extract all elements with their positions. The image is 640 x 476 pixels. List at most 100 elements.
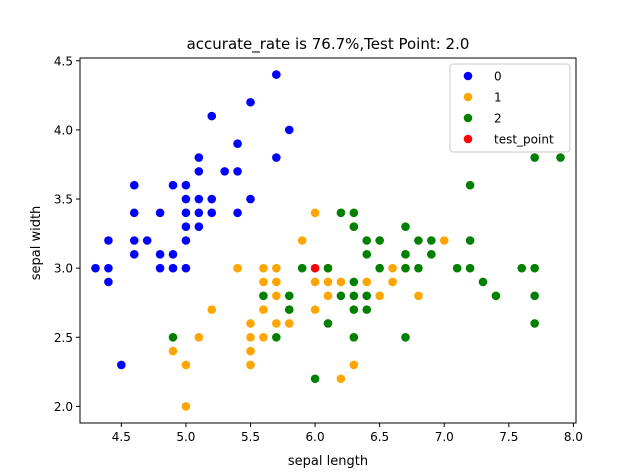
y-tick-label-5: 4.5 (54, 54, 73, 68)
data-point-series-0-5 (129, 250, 139, 259)
y-tick-label-2: 3.0 (54, 262, 73, 276)
y-tick-label-1: 2.5 (54, 331, 73, 345)
data-point-series-1-11 (259, 305, 268, 314)
data-point-series-2-20 (362, 236, 372, 245)
data-point-series-2-40 (530, 263, 539, 273)
data-point-series-1-28 (336, 277, 346, 287)
data-point-series-1-4 (207, 305, 217, 314)
data-point-series-0-29 (207, 111, 217, 121)
legend-label-2: 2 (494, 112, 502, 126)
legend-marker-3 (463, 134, 473, 144)
data-point-series-2-39 (530, 291, 539, 301)
data-point-series-2-9 (336, 291, 346, 301)
data-point-series-2-38 (530, 319, 539, 328)
data-point-series-2-29 (427, 250, 436, 259)
data-point-series-3-0 (310, 263, 320, 273)
data-point-series-1-23 (310, 208, 320, 218)
data-point-series-2-37 (517, 263, 527, 273)
y-axis-label: sepal width (29, 206, 44, 281)
data-point-series-2-16 (349, 208, 359, 218)
data-point-series-1-15 (272, 291, 281, 301)
data-point-series-1-29 (349, 360, 359, 370)
plot-area (79, 57, 577, 424)
data-point-series-2-32 (465, 263, 475, 273)
data-point-series-2-41 (530, 153, 539, 162)
data-point-series-0-0 (91, 263, 100, 273)
data-point-series-2-30 (427, 236, 436, 245)
data-point-series-2-11 (349, 332, 359, 342)
data-point-series-1-18 (284, 319, 294, 328)
data-point-series-2-27 (414, 263, 423, 273)
data-point-series-2-24 (401, 263, 410, 273)
x-tick-label-5: 7.0 (435, 430, 454, 444)
data-point-series-2-12 (349, 305, 359, 314)
y-tick-label-4: 4.0 (54, 123, 73, 137)
data-point-series-0-31 (233, 208, 242, 218)
x-tick-label-6: 7.5 (499, 430, 518, 444)
legend: 0 1 2 test_point (449, 63, 571, 153)
data-point-series-0-3 (104, 236, 113, 245)
data-point-series-0-18 (181, 222, 191, 231)
data-point-series-0-9 (142, 236, 152, 245)
data-point-series-2-34 (465, 180, 475, 190)
data-point-series-1-27 (336, 374, 346, 384)
data-point-series-0-32 (233, 167, 242, 176)
data-point-series-0-17 (181, 236, 191, 245)
data-point-series-0-8 (129, 180, 139, 190)
legend-marker-2 (463, 113, 473, 123)
data-point-series-1-25 (323, 277, 333, 287)
data-point-series-2-1 (259, 291, 268, 301)
data-point-series-2-23 (401, 332, 410, 342)
data-point-series-0-19 (181, 208, 191, 218)
data-point-series-2-7 (323, 319, 333, 328)
y-tick-label-0: 2.0 (54, 400, 73, 414)
data-point-series-2-33 (465, 236, 475, 245)
x-axis-label: sepal length (288, 454, 368, 469)
data-point-series-1-3 (194, 332, 204, 342)
data-point-series-1-8 (246, 332, 255, 342)
data-point-series-2-22 (375, 236, 384, 245)
data-point-series-2-5 (297, 263, 307, 273)
data-point-series-0-14 (168, 250, 178, 259)
points-layer (91, 70, 565, 411)
legend-box (449, 63, 571, 153)
data-point-series-0-35 (246, 97, 255, 107)
data-point-series-0-13 (168, 263, 178, 273)
data-point-series-2-10 (336, 208, 346, 218)
legend-marker-1 (463, 92, 473, 102)
data-point-series-0-7 (129, 208, 139, 218)
data-point-series-0-11 (155, 250, 165, 259)
data-point-series-1-9 (246, 319, 255, 328)
data-point-series-2-2 (272, 332, 281, 342)
data-point-series-0-12 (155, 208, 165, 218)
data-point-series-0-10 (155, 263, 165, 273)
data-point-series-0-28 (207, 194, 217, 204)
data-point-series-2-4 (284, 291, 294, 301)
data-point-series-0-16 (181, 263, 191, 273)
legend-label-3: test_point (494, 133, 554, 147)
y-tick-label-3: 3.5 (54, 193, 73, 207)
data-point-series-1-35 (388, 263, 397, 273)
data-point-series-2-36 (491, 291, 501, 301)
data-point-series-2-6 (310, 374, 320, 384)
data-point-series-0-23 (194, 208, 204, 218)
data-point-series-1-16 (272, 277, 281, 287)
data-point-series-2-35 (478, 277, 488, 287)
data-point-series-0-34 (246, 194, 255, 204)
data-point-series-1-14 (272, 319, 281, 328)
data-point-series-2-42 (556, 153, 565, 162)
data-point-series-1-0 (168, 346, 178, 356)
data-point-series-1-24 (323, 291, 333, 301)
data-point-series-2-18 (362, 291, 372, 301)
data-point-series-0-20 (181, 194, 191, 204)
x-tick-label-3: 6.0 (306, 430, 325, 444)
data-point-series-1-40 (439, 236, 449, 245)
data-point-series-2-28 (414, 236, 423, 245)
data-point-series-0-33 (233, 139, 242, 149)
data-point-series-2-14 (349, 277, 359, 287)
data-point-series-1-7 (246, 346, 255, 356)
data-point-series-1-10 (259, 332, 268, 342)
data-point-series-1-5 (233, 263, 242, 273)
data-point-series-2-26 (401, 222, 410, 231)
